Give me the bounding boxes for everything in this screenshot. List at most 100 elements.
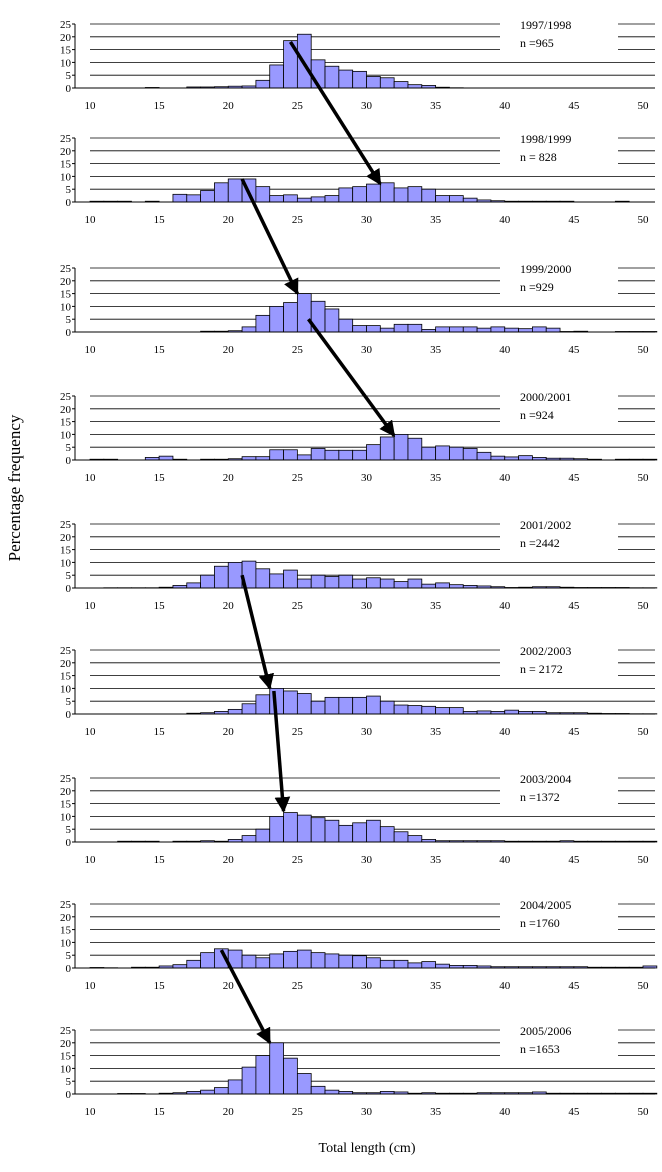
season-label: 2001/2002 — [520, 518, 571, 532]
y-tick-label: 10 — [60, 1063, 72, 1075]
bar — [269, 573, 284, 589]
bar — [255, 79, 271, 89]
bar — [435, 326, 450, 333]
bar — [324, 195, 340, 203]
bar — [283, 812, 298, 843]
bar — [296, 814, 312, 843]
x-tick-label: 40 — [499, 100, 511, 112]
bar — [352, 325, 367, 333]
legend-box — [500, 136, 618, 166]
bar — [283, 449, 298, 461]
x-tick-label: 30 — [361, 600, 373, 612]
x-tick-label: 50 — [638, 854, 650, 866]
legend-box — [500, 648, 618, 678]
x-tick-label: 15 — [154, 726, 166, 738]
y-tick-label: 15 — [60, 545, 72, 557]
x-tick-label: 10 — [85, 100, 97, 112]
bar — [200, 190, 215, 203]
bar — [269, 195, 284, 203]
bar — [393, 581, 409, 589]
x-tick-label: 45 — [568, 100, 580, 112]
bar — [504, 327, 519, 333]
x-tick-label: 10 — [85, 472, 97, 484]
bar — [241, 954, 257, 969]
bar — [296, 578, 312, 589]
bar — [241, 326, 257, 333]
y-tick-label: 10 — [60, 683, 72, 695]
x-tick-label: 50 — [638, 600, 650, 612]
x-tick-label: 50 — [638, 214, 650, 226]
y-tick-label: 0 — [66, 963, 72, 975]
bar — [269, 449, 284, 461]
bar — [186, 582, 201, 589]
bar — [379, 578, 395, 589]
bar — [158, 455, 174, 461]
bar — [449, 707, 464, 715]
x-tick-label: 40 — [499, 600, 511, 612]
bar — [393, 323, 409, 333]
y-tick-label: 5 — [66, 824, 72, 836]
x-tick-label: 15 — [154, 472, 166, 484]
bar — [338, 696, 354, 715]
x-tick-label: 15 — [154, 344, 166, 356]
bar — [379, 77, 395, 89]
y-tick-label: 15 — [60, 799, 72, 811]
x-tick-label: 35 — [430, 854, 442, 866]
x-tick-label: 40 — [499, 980, 511, 992]
x-tick-label: 40 — [499, 854, 511, 866]
bar — [421, 446, 437, 461]
bar — [462, 326, 478, 333]
bar — [379, 826, 395, 843]
x-tick-label: 20 — [223, 100, 235, 112]
x-tick-label: 15 — [154, 600, 166, 612]
y-tick-label: 25 — [60, 1025, 72, 1037]
bar — [296, 1073, 312, 1095]
legend-box — [500, 394, 618, 424]
bar — [504, 709, 519, 715]
bar — [366, 695, 381, 715]
x-tick-label: 45 — [568, 726, 580, 738]
bar — [227, 708, 243, 715]
bar — [310, 448, 326, 461]
bar — [324, 1089, 340, 1095]
x-tick-label: 10 — [85, 854, 97, 866]
bar — [435, 707, 450, 715]
y-tick-label: 25 — [60, 133, 72, 145]
bar — [324, 696, 340, 715]
sample-size-label: n =924 — [520, 408, 554, 422]
bar — [200, 574, 215, 589]
x-tick-label: 30 — [361, 854, 373, 866]
y-tick-label: 25 — [60, 899, 72, 911]
y-tick-label: 25 — [60, 391, 72, 403]
x-tick-label: 20 — [223, 472, 235, 484]
legend-box — [500, 522, 618, 552]
x-tick-label: 20 — [223, 980, 235, 992]
x-tick-label: 25 — [292, 726, 304, 738]
bar — [476, 327, 492, 333]
sample-size-label: n =1372 — [520, 790, 560, 804]
bar — [393, 831, 409, 843]
bar — [352, 578, 367, 589]
y-tick-label: 15 — [60, 45, 72, 57]
x-tick-label: 15 — [154, 100, 166, 112]
bar — [352, 449, 367, 461]
bar — [255, 694, 271, 715]
bar — [324, 953, 340, 969]
x-tick-label: 15 — [154, 980, 166, 992]
bar — [338, 69, 354, 89]
bar — [172, 193, 188, 203]
bar — [449, 195, 464, 203]
bar — [379, 182, 395, 203]
season-label: 1998/1999 — [520, 132, 571, 146]
bar — [338, 954, 354, 969]
y-tick-label: 0 — [66, 455, 72, 467]
sample-size-label: n =1760 — [520, 916, 560, 930]
x-tick-label: 45 — [568, 344, 580, 356]
bar — [435, 195, 450, 203]
bar — [310, 1085, 326, 1095]
